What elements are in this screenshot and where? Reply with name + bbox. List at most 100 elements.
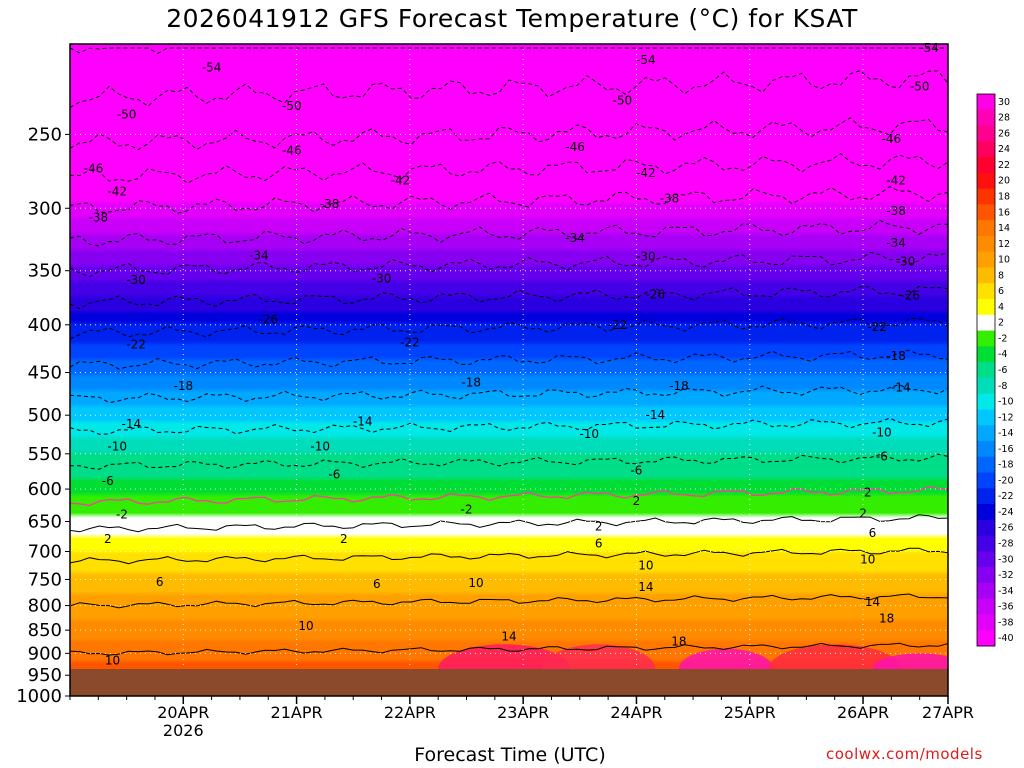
colorbar-label: -40 [998, 633, 1014, 644]
colorbar-label: -10 [998, 397, 1014, 408]
contour-label: -30 [372, 272, 392, 286]
contour-line [70, 547, 948, 565]
warm-surface-region [678, 648, 774, 669]
colorbar-label: -12 [998, 412, 1014, 423]
colorbar-swatch [977, 157, 995, 174]
contour-label: -10 [310, 439, 330, 453]
colorbar-label: 14 [998, 223, 1010, 234]
contour-label: 2 [864, 485, 872, 499]
contour-label: -2 [116, 508, 128, 522]
grid-lines [70, 44, 977, 697]
colorbar-swatch [977, 535, 995, 552]
colorbar-swatch [977, 425, 995, 442]
colorbar-label: -28 [998, 538, 1014, 549]
colorbar-swatch [977, 409, 995, 426]
colorbar-label: 16 [998, 207, 1010, 218]
colorbar-label: 18 [998, 192, 1010, 203]
x-tick-label: 23APR [497, 703, 549, 722]
colorbar-swatch [977, 204, 995, 221]
contour-line [70, 152, 948, 184]
colorbar-label: -26 [998, 523, 1014, 534]
colorbar-swatch [977, 598, 995, 615]
colorbar-label: -6 [998, 365, 1007, 376]
contour-label: 14 [501, 629, 516, 643]
contour-label: -54 [636, 53, 656, 67]
ground-below-surface [70, 669, 948, 696]
contour-label: 10 [860, 553, 875, 567]
y-tick-label: 500 [28, 405, 62, 426]
contour-label: -10 [872, 426, 892, 440]
contour-label: -14 [353, 415, 373, 429]
y-tick-label: 650 [28, 511, 62, 532]
colorbar-label: -14 [998, 428, 1014, 439]
colorbar-label: 10 [998, 255, 1010, 266]
warm-surface-region [438, 644, 571, 669]
contour-label: -30 [636, 250, 656, 264]
colorbar-border [976, 93, 996, 647]
colorbar-label: 28 [998, 113, 1010, 124]
plot-area [70, 44, 948, 669]
credit-text[interactable]: coolwx.com/models [826, 745, 983, 763]
contour-line [70, 642, 948, 656]
contour-label: -10 [107, 439, 127, 453]
y-tick-label: 850 [28, 620, 62, 641]
colorbar-label: -20 [998, 475, 1014, 486]
contour-label: 18 [671, 634, 686, 648]
colorbar-swatch [977, 362, 995, 379]
contour-label: -14 [646, 408, 666, 422]
colorbar-swatch [977, 314, 995, 332]
contour-line [70, 417, 948, 435]
chart-svg: 2503003504004505005506006507007508008509… [16, 41, 1014, 740]
contour-label: -46 [84, 162, 104, 176]
y-tick-label: 900 [28, 643, 62, 664]
contour-line [70, 384, 948, 404]
contour-label: -26 [646, 287, 666, 301]
contour-label: 6 [373, 577, 381, 591]
colorbar-swatch [977, 125, 995, 142]
contour-line [70, 251, 948, 278]
y-tick-label: 350 [28, 261, 62, 282]
y-tick-label: 250 [28, 124, 62, 145]
colorbar-swatch [977, 299, 995, 316]
contour-label: -46 [882, 132, 902, 146]
contour-label: -22 [126, 338, 146, 352]
contour-label: -34 [886, 236, 906, 250]
contour-labels: -54-54-54-50-50 -50-50-46-46 -46-46-42-42-… [84, 41, 939, 667]
y-axis: 2503003504004505005506006507007508008509… [16, 124, 70, 707]
contour-label: -22 [608, 318, 628, 332]
y-tick-label: 800 [28, 596, 62, 617]
x-axis-label: Forecast Time (UTC) [414, 744, 606, 766]
contour-label: -50 [282, 99, 302, 113]
colorbar-label: -2 [998, 333, 1007, 344]
colorbar-swatch [977, 330, 995, 347]
x-tick-label: 27APR [922, 703, 974, 722]
colorbar-swatch [977, 235, 995, 253]
colorbar-swatch [977, 220, 995, 237]
contour-label: 14 [865, 595, 880, 609]
contour-label: 10 [105, 653, 120, 667]
contour-label: -6 [876, 450, 888, 464]
y-tick-label: 600 [28, 479, 62, 500]
colorbar-label: -18 [998, 460, 1014, 471]
colorbar-swatch [977, 456, 995, 474]
contour-label: -38 [660, 192, 680, 206]
contour-label: 6 [156, 575, 164, 589]
contour-label: -6 [102, 474, 114, 488]
colorbar-swatch [977, 377, 995, 395]
contour-label: -46 [565, 140, 585, 154]
colorbar-swatch [977, 141, 995, 158]
contour-label: -38 [320, 197, 340, 211]
contour-label: -42 [107, 185, 127, 199]
colorbar-label: -38 [998, 617, 1014, 628]
contour-label: -42 [391, 173, 411, 187]
colorbar-swatch [977, 519, 995, 537]
contour-label: 10 [638, 559, 653, 573]
contour-label: -46 [282, 143, 302, 157]
contour-line [70, 593, 948, 609]
colorbar-swatch [977, 504, 995, 521]
y-tick-label: 550 [28, 444, 62, 465]
contour-line [70, 70, 948, 108]
colorbar-label: -4 [998, 349, 1007, 360]
contour-line [70, 186, 948, 214]
